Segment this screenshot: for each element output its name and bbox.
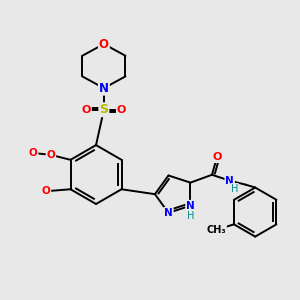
- Text: CH₃: CH₃: [206, 225, 226, 235]
- Text: O: O: [117, 105, 126, 115]
- Text: H: H: [187, 211, 194, 220]
- Text: O: O: [29, 148, 38, 158]
- Text: H: H: [231, 184, 238, 194]
- Text: N: N: [99, 82, 109, 95]
- Text: O: O: [99, 38, 109, 50]
- Text: N: N: [225, 176, 234, 186]
- Text: N: N: [186, 201, 195, 211]
- Text: O: O: [42, 186, 50, 196]
- Text: O: O: [82, 105, 91, 115]
- Text: S: S: [99, 103, 108, 116]
- Text: O: O: [46, 150, 55, 160]
- Text: N: N: [164, 208, 173, 218]
- Text: O: O: [212, 152, 222, 162]
